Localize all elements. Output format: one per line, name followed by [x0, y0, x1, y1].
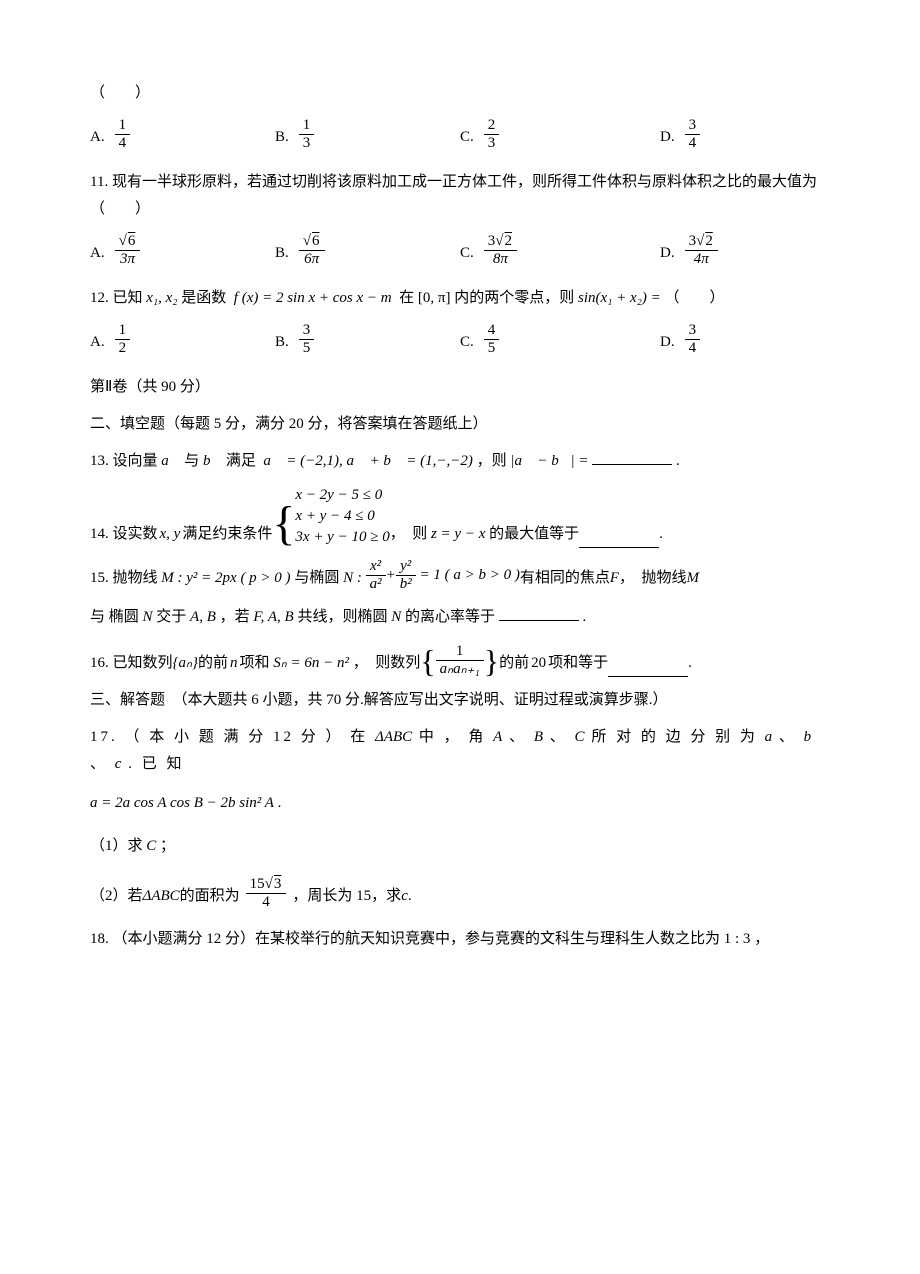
q12-text: 12. 已知 x₁, x₂ 是函数 f (x) = 2 sin x + cos …: [90, 285, 830, 312]
q11-choices: A. √63π B. √66π C. 3√28π D. 3√24π: [90, 233, 830, 267]
q15-blank: [499, 605, 579, 621]
q16: 16. 已知数列 {aₙ} 的前 n 项和 Sₙ = 6n − n² ， 则数列…: [90, 643, 830, 677]
q11-choice-d: D. 3√24π: [660, 233, 718, 267]
label-c: C.: [460, 124, 474, 151]
q10-choice-a: A. 14: [90, 117, 275, 151]
q10-choice-b: B. 13: [275, 117, 460, 151]
q16-blank: [608, 661, 688, 677]
q17-part1: （1）求 C ；: [90, 833, 830, 860]
q13: 13. 设向量 a⃗ 与 b⃗ 满足 a⃗ = (−2,1), a⃗ + b⃗ …: [90, 448, 830, 475]
q12-choice-a: A. 12: [90, 322, 275, 356]
answer-title: 三、解答题 （本大题共 6 小题，共 70 分.解答应写出文字说明、证明过程或演…: [90, 687, 830, 714]
q12-choice-b: B. 35: [275, 322, 460, 356]
q11-choice-c: C. 3√28π: [460, 233, 660, 267]
fill-title: 二、填空题（每题 5 分，满分 20 分，将答案填在答题纸上）: [90, 411, 830, 438]
q15-line1: 15. 抛物线 M : y² = 2px ( p > 0 ) 与椭圆 N : x…: [90, 558, 830, 592]
q15-line2: 与 椭圆 N 交于 A, B ，若 F, A, B 共线，则椭圆 N 的离心率等…: [90, 604, 830, 631]
q10-choice-c: C. 23: [460, 117, 660, 151]
q17-eq: a = 2a cos A cos B − 2b sin² A .: [90, 790, 830, 817]
q11-choice-b: B. √66π: [275, 233, 460, 267]
q10-choices: A. 14 B. 13 C. 23 D. 34: [90, 117, 830, 151]
q17-part2: （2）若 ΔABC 的面积为 15√34 ，周长为 15 ，求 c .: [90, 876, 830, 910]
label-d: D.: [660, 124, 675, 151]
q14-blank: [579, 532, 659, 548]
q17-line1: 17. （ 本 小 题 满 分 12 分 ） 在 ΔABC 中 ， 角 A 、 …: [90, 724, 830, 778]
label-b: B.: [275, 124, 289, 151]
section2-title: 第Ⅱ卷（共 90 分）: [90, 374, 830, 401]
q11-text: 11. 现有一半球形原料，若通过切削将该原料加工成一正方体工件，则所得工件体积与…: [90, 169, 830, 223]
q13-blank: [592, 449, 672, 465]
q14: 14. 设实数 x, y 满足约束条件 { x − 2y − 5 ≤ 0 x +…: [90, 485, 830, 548]
q12-choice-c: C. 45: [460, 322, 660, 356]
q12-choices: A. 12 B. 35 C. 45 D. 34: [90, 322, 830, 356]
q18: 18. （本小题满分 12 分）在某校举行的航天知识竞赛中，参与竞赛的文科生与理…: [90, 926, 830, 953]
q10-paren: （ ）: [90, 80, 830, 107]
label-a: A.: [90, 124, 105, 151]
q10-choice-d: D. 34: [660, 117, 700, 151]
q11-choice-a: A. √63π: [90, 233, 275, 267]
q12-choice-d: D. 34: [660, 322, 700, 356]
